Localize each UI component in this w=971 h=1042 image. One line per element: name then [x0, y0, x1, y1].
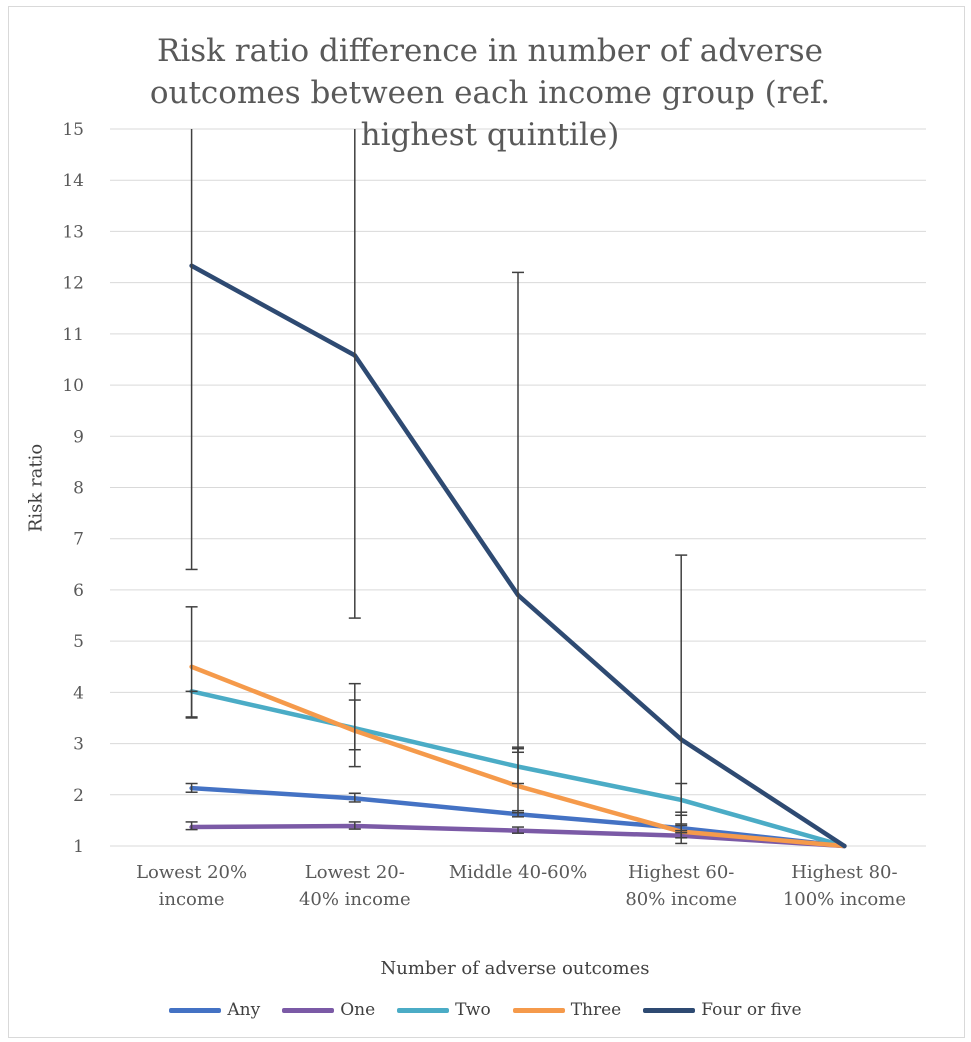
x-tick-label: Middle 40-60%	[449, 862, 587, 883]
y-tick-label: 13	[62, 222, 84, 242]
x-tick-label: 40% income	[299, 889, 411, 910]
x-tick-label: Lowest 20-	[305, 862, 405, 883]
legend-swatch	[397, 1007, 450, 1013]
legend-item: Four or five	[643, 1000, 802, 1020]
legend-swatch	[282, 1007, 335, 1013]
legend-item: Three	[512, 1000, 622, 1020]
y-tick-label: 15	[62, 120, 84, 140]
legend-label: One	[340, 1000, 376, 1020]
y-tick-label: 1	[73, 837, 84, 857]
legend-label: Three	[570, 1000, 622, 1020]
chart-title: Risk ratio difference in number of adver…	[149, 33, 831, 153]
legend-item: Any	[169, 1000, 260, 1020]
y-tick-label: 5	[73, 632, 84, 652]
x-tick-label: 100% income	[783, 889, 906, 910]
legend-swatch	[512, 1007, 565, 1013]
x-tick-label: Highest 60-	[628, 862, 734, 883]
legend-label: Two	[455, 1000, 491, 1020]
x-tick-label: Lowest 20%	[136, 862, 247, 883]
y-tick-label: 7	[73, 530, 84, 550]
y-tick-label: 6	[73, 581, 84, 601]
error-bars	[185, 129, 688, 845]
legend-swatch	[169, 1007, 222, 1013]
y-tick-label: 10	[62, 376, 84, 396]
y-tick-label: 3	[73, 735, 84, 755]
y-tick-label: 8	[73, 479, 84, 499]
x-tick-label: 80% income	[625, 889, 737, 910]
legend: Any One Two Three Four or five	[0, 1000, 971, 1020]
chart-frame	[8, 6, 965, 1038]
x-tick-label: Highest 80-	[791, 862, 897, 883]
legend-label: Four or five	[701, 1000, 802, 1020]
y-tick-label: 4	[73, 683, 84, 703]
y-tick-label: 2	[73, 786, 84, 806]
legend-label: Any	[227, 1000, 261, 1020]
legend-swatch	[643, 1007, 696, 1013]
y-tick-label: 14	[62, 171, 84, 191]
x-tick-label: income	[159, 889, 225, 910]
legend-item: One	[282, 1000, 375, 1020]
x-tick-labels: Lowest 20% income Lowest 20- 40% income Midd…	[136, 862, 906, 910]
legend-item: Two	[397, 1000, 491, 1020]
y-tick-label: 11	[62, 325, 84, 345]
y-tick-label: 9	[73, 427, 84, 447]
x-axis-label: Number of adverse outcomes	[380, 958, 650, 979]
y-tick-label: 12	[62, 274, 84, 294]
y-axis-label: Risk ratio	[25, 443, 47, 533]
